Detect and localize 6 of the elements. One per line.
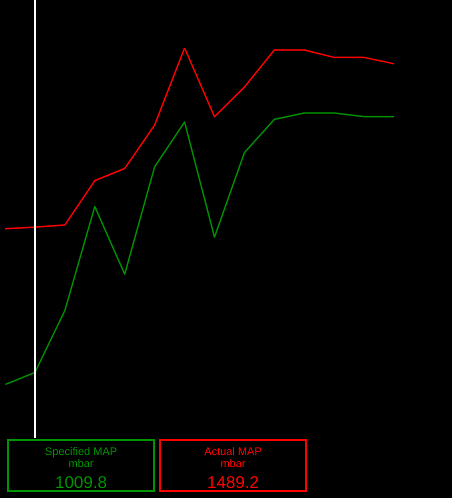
text: 1489.2 bbox=[206, 473, 260, 493]
text: Specified MAP bbox=[44, 446, 118, 458]
text: mbar bbox=[219, 458, 247, 470]
text: Actual MAP bbox=[203, 446, 263, 458]
text: mbar bbox=[67, 458, 95, 470]
text: 1009.8 bbox=[54, 473, 108, 493]
